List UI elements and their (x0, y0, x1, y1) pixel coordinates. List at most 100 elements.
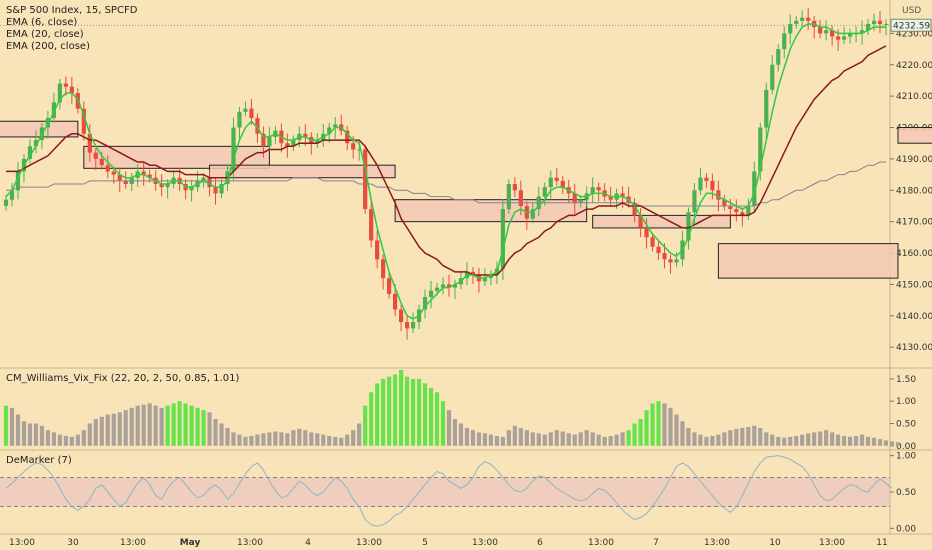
candle-body (333, 124, 338, 128)
price-tick-label: 4170.00 (896, 218, 932, 228)
wvf-bar (842, 435, 847, 446)
wvf-bar (219, 423, 224, 446)
time-tick-label: 13:00 (356, 538, 382, 548)
candle-body (788, 23, 793, 34)
candle-body (69, 86, 74, 93)
time-tick-label: 6 (537, 538, 543, 548)
time-tick-label: 13:00 (237, 538, 263, 548)
wvf-bar (141, 404, 146, 446)
wvf-bar (261, 433, 266, 446)
wvf-bar (847, 436, 853, 446)
ema200-label[interactable]: EMA (200, close) (6, 41, 90, 52)
wvf-bar (698, 434, 703, 446)
wvf-tick-label: 1.00 (896, 397, 916, 407)
wvf-bar (824, 430, 829, 446)
wvf-bar (291, 430, 296, 446)
wvf-bar (3, 405, 9, 446)
wvf-bar (434, 392, 440, 446)
wvf-bar (39, 425, 45, 446)
demarker-label[interactable]: DeMarker (7) (6, 455, 72, 466)
wvf-bar (638, 419, 643, 446)
candle-body (650, 237, 655, 247)
candle-body (806, 17, 811, 21)
demarker-line (5, 455, 893, 527)
candle-body (363, 149, 368, 210)
time-tick-label: 13:00 (120, 538, 146, 548)
candle-body (63, 83, 68, 87)
wvf-bar (560, 431, 565, 446)
wvf-bar (63, 435, 68, 446)
candle-body (219, 184, 224, 194)
candle-body (57, 83, 62, 103)
time-tick-label: 7 (653, 538, 659, 548)
ema200-line (6, 161, 886, 207)
candle-body (27, 146, 33, 159)
wvf-bar (806, 433, 811, 446)
wvf-bar (404, 376, 410, 446)
price-tick-label: 4220.00 (896, 61, 932, 71)
wvf-bar (345, 434, 350, 446)
wvf-bar (853, 435, 859, 446)
wvf-bar (740, 427, 745, 446)
candle-body (165, 184, 170, 188)
candle-body (859, 30, 865, 34)
wvf-bar (865, 436, 871, 446)
candle-body (327, 127, 332, 134)
candle-body (512, 184, 517, 191)
wvf-bar (614, 434, 619, 446)
supply-demand-zone (0, 120, 79, 138)
ema6-label[interactable]: EMA (6, close) (6, 17, 78, 28)
candle-body (315, 140, 320, 144)
wvf-bar (746, 427, 751, 446)
wvf-bar (662, 403, 667, 446)
candle-body (9, 190, 15, 200)
wvf-bar (578, 432, 583, 446)
wvf-bar (686, 427, 691, 446)
wvf-bar (590, 432, 595, 446)
candle-body (303, 133, 308, 137)
wvf-bar (830, 432, 835, 446)
candle-body (560, 180, 565, 188)
time-tick-label: 13:00 (819, 538, 845, 548)
wvf-bar (800, 434, 805, 446)
wvf-bar (249, 435, 254, 446)
candle-body (375, 240, 380, 260)
candle-body (704, 177, 709, 181)
wvf-bar (812, 432, 817, 446)
candle-body (99, 158, 104, 166)
candle-body (117, 174, 122, 181)
candle-body (291, 140, 296, 147)
candle-body (818, 27, 823, 34)
wvf-bar (153, 405, 158, 446)
wvf-bar (710, 435, 715, 446)
candle-body (111, 171, 116, 175)
demarker-tick-label: 0.50 (896, 488, 916, 498)
last-price-label: 4232.59 (893, 21, 930, 31)
candle-body (734, 209, 739, 213)
candle-body (871, 20, 877, 24)
symbol-label[interactable]: S&P 500 Index, 15, SPCFD (6, 5, 138, 16)
time-tick-label: 10 (769, 538, 781, 548)
supply-demand-zone (83, 145, 270, 169)
candle-body (399, 309, 404, 323)
wvf-bar (333, 436, 338, 446)
wvf-bar (117, 412, 122, 446)
price-tick-label: 4210.00 (896, 92, 932, 102)
ema20-label[interactable]: EMA (20, close) (6, 29, 84, 40)
candle-body (620, 193, 625, 197)
wvf-bar (542, 434, 547, 446)
supply-demand-zone (897, 127, 932, 144)
wvf-bar (339, 437, 344, 446)
demarker-tick-label: 0.00 (896, 524, 916, 534)
time-tick-label: 13:00 (704, 538, 730, 548)
candle-body (746, 205, 751, 216)
wvf-bar (33, 423, 39, 446)
wvf-bar (428, 387, 434, 446)
wvf-bar (650, 403, 655, 446)
wvf-bar (357, 423, 362, 446)
wvf-label[interactable]: CM_Williams_Vix_Fix (22, 20, 2, 50, 0.85… (6, 373, 240, 384)
candle-body (428, 290, 434, 297)
candle-body (482, 278, 488, 282)
wvf-bar (883, 440, 889, 446)
